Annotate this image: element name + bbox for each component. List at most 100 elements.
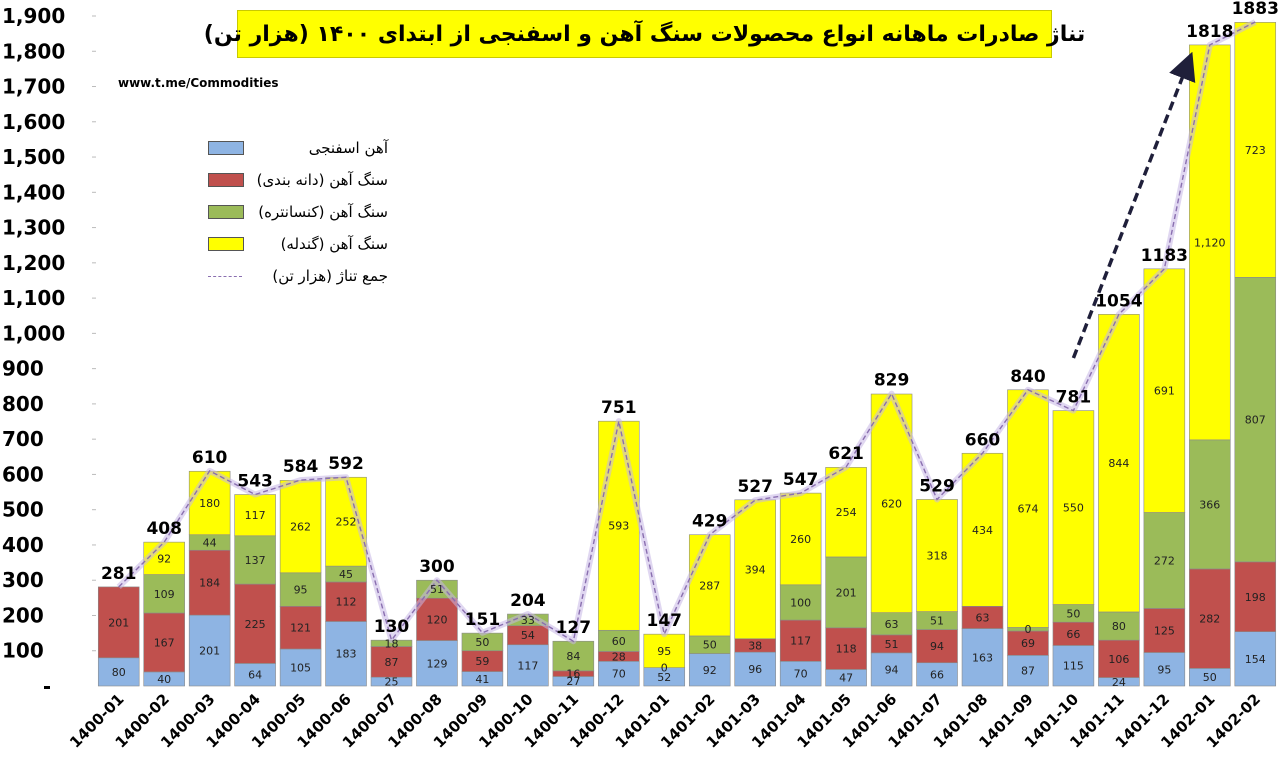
trend-arrow	[1071, 51, 1196, 359]
total-data-label: 1183	[1141, 246, 1188, 266]
y-tick-label: 1,400	[2, 180, 65, 204]
segment-data-label: 115	[1063, 660, 1084, 673]
total-data-label: 829	[874, 371, 910, 391]
segment-data-label: 282	[1199, 613, 1220, 626]
segment-data-label: 287	[699, 579, 720, 592]
legend-swatch-concentrate	[208, 205, 244, 219]
bar-segment	[1098, 639, 1140, 678]
y-tick-label: 1,200	[2, 251, 65, 275]
y-axis: 100 200 300 400 500 600 700 800 900 1,000 1,100 1,2…	[2, 4, 96, 663]
bar-segment	[779, 584, 822, 621]
segment-data-label: 40	[157, 673, 171, 686]
segment-data-label: 41	[475, 673, 489, 686]
y-tick-label: 200	[2, 603, 44, 627]
segment-data-label: 121	[290, 622, 311, 635]
segment-data-label: 117	[245, 509, 266, 522]
bar-segment	[143, 612, 185, 673]
segment-data-label: 50	[703, 639, 717, 652]
bar-segment	[1234, 561, 1277, 632]
segment-data-label: 0	[661, 662, 668, 675]
segment-data-label: 25	[385, 676, 399, 689]
y-tick-label: 500	[2, 498, 44, 522]
bar-segment	[961, 452, 1004, 607]
segment-data-label: 167	[154, 636, 175, 649]
segment-data-label: 844	[1108, 457, 1129, 470]
bar-segment	[234, 583, 276, 664]
bar-segment	[916, 499, 958, 612]
segment-data-label: 180	[199, 497, 220, 510]
total-data-label: 610	[192, 448, 228, 468]
segment-data-label: 154	[1245, 653, 1266, 666]
bar-segment	[1189, 439, 1231, 570]
bar-segment	[1143, 268, 1186, 513]
bar-segment	[1234, 631, 1277, 687]
segment-data-label: 723	[1245, 144, 1266, 157]
total-data-label: 429	[692, 512, 728, 532]
legend-item-pellet: سنگ آهن (گندله)	[198, 228, 388, 260]
total-data-label: 781	[1056, 388, 1092, 408]
y-tick-label: 1,300	[2, 216, 65, 240]
total-data-label: 543	[237, 472, 273, 492]
segment-data-label: 137	[245, 554, 266, 567]
source-link-text: www.t.me/Commodities	[118, 76, 279, 90]
bar-segment	[779, 661, 822, 687]
bar-segment	[279, 480, 322, 574]
total-data-label: 621	[828, 444, 864, 464]
segment-data-label: 59	[475, 655, 489, 668]
trend-arrow-layer	[1071, 51, 1196, 359]
y-tick-label: 1,600	[2, 110, 65, 134]
total-data-label: 147	[647, 611, 683, 631]
total-data-label: 151	[465, 610, 501, 630]
total-data-label: 529	[919, 476, 955, 496]
legend-item-concentrate: سنگ آهن (کنسانتره)	[198, 196, 388, 228]
bar-segment	[1007, 655, 1049, 687]
segment-data-label: 33	[521, 614, 535, 627]
segment-data-label: 254	[836, 506, 857, 519]
segment-data-label: 52	[657, 671, 671, 684]
y-tick-label: 1,700	[2, 75, 65, 99]
legend-label: آهن اسفنجی	[308, 139, 388, 157]
bar-segment	[279, 572, 322, 607]
y-tick-label: 1,000	[2, 321, 65, 345]
segment-data-label: 201	[199, 645, 220, 658]
segment-data-label: 38	[748, 639, 762, 652]
segment-data-label: 51	[885, 638, 899, 651]
y-tick-label: 600	[2, 462, 44, 486]
segment-data-label: 163	[972, 651, 993, 664]
segment-data-label: 198	[1245, 591, 1266, 604]
legend-label: سنگ آهن (کنسانتره)	[258, 203, 388, 221]
bar-segment	[188, 549, 231, 616]
legend-item-sponge-iron: آهن اسفنجی	[198, 132, 388, 164]
segment-data-label: 63	[976, 611, 990, 624]
total-data-label: 584	[283, 457, 319, 477]
segment-data-label: 54	[521, 629, 535, 642]
segment-data-label: 674	[1017, 503, 1038, 516]
total-data-label: 1883	[1232, 0, 1279, 19]
segment-data-label: 50	[1203, 671, 1217, 684]
bar-segment	[1234, 22, 1277, 278]
legend-line-total	[208, 275, 242, 277]
y-tick-label: 100	[2, 639, 44, 663]
legend-swatch-graded-ore	[208, 173, 244, 187]
segment-data-label: 92	[157, 552, 171, 565]
y-tick-label: 800	[2, 392, 44, 416]
segment-data-label: 620	[881, 497, 902, 510]
segment-data-label: 80	[1112, 620, 1126, 633]
segment-data-label: 109	[154, 588, 175, 601]
y-tick-label: 1,800	[2, 39, 65, 63]
bar-segment	[825, 556, 867, 629]
segment-data-label: 95	[294, 584, 308, 597]
segment-data-label: 105	[290, 661, 311, 674]
segment-data-label: 47	[839, 672, 853, 685]
y-tick-label: 400	[2, 533, 44, 557]
segment-data-label: 28	[612, 650, 626, 663]
segment-data-label: 84	[566, 650, 580, 663]
total-line-layer	[116, 19, 1257, 645]
y-tick-label: 1,900	[2, 4, 65, 28]
bar-segment	[325, 621, 367, 687]
segment-data-label: 106	[1108, 653, 1129, 666]
total-data-label: 751	[601, 398, 637, 418]
chart-title: تناژ صادرات ماهانه انواع محصولات سنگ آهن…	[203, 21, 1086, 47]
segment-data-label: 63	[885, 618, 899, 631]
